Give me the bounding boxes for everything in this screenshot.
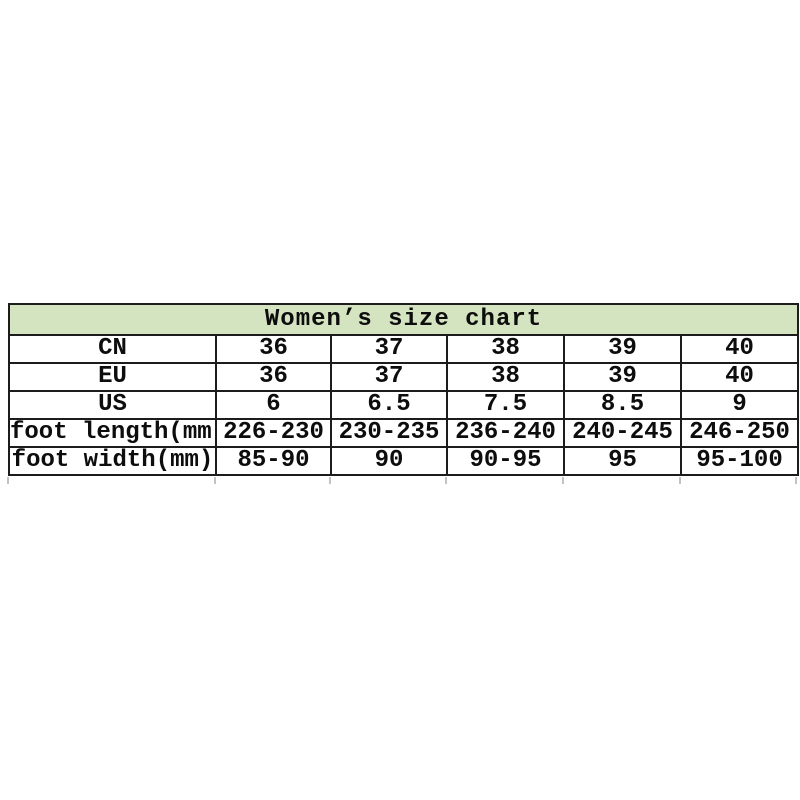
title-row: Women’s size chart <box>7 303 800 336</box>
gridline-stub <box>795 477 797 484</box>
table-row-eu: EU 36 37 38 39 40 <box>8 362 800 392</box>
gridline-stub <box>329 477 331 484</box>
table-cell: 37 <box>330 362 448 392</box>
table-cell: 38 <box>446 334 565 364</box>
table-row-foot-width: foot width(mm) 85-90 90 90-95 95 95-100 <box>8 446 800 476</box>
table-cell: 246-250 <box>679 418 800 448</box>
table-cell: 39 <box>563 362 682 392</box>
table-cell: 226-230 <box>215 418 332 448</box>
size-chart-table: Women’s size chart CN 36 37 38 39 40 EU … <box>7 303 800 476</box>
table-cell: 36 <box>215 362 332 392</box>
table-row-cn: CN 36 37 38 39 40 <box>8 334 800 364</box>
table-cell: 90 <box>330 446 448 476</box>
table-cell: 38 <box>446 362 565 392</box>
table-cell: 6.5 <box>330 390 448 420</box>
table-cell: 40 <box>679 334 800 364</box>
row-header-cell: foot width(mm) <box>8 446 217 476</box>
table-cell: 6 <box>215 390 332 420</box>
row-header-cell: foot length(mm) <box>8 418 217 448</box>
table-cell: 90-95 <box>446 446 565 476</box>
table-row-us: US 6 6.5 7.5 8.5 9 <box>8 390 800 420</box>
row-header-cell: EU <box>8 362 217 392</box>
row-header-cell: US <box>8 390 217 420</box>
table-cell: 36 <box>215 334 332 364</box>
table-cell: 8.5 <box>563 390 682 420</box>
row-header-cell: CN <box>8 334 217 364</box>
table-cell: 7.5 <box>446 390 565 420</box>
gridline-stub <box>445 477 447 484</box>
table-cell: 230-235 <box>330 418 448 448</box>
table-cell: 95-100 <box>679 446 800 476</box>
gridline-stub <box>214 477 216 484</box>
gridline-stub <box>7 477 9 484</box>
table-cell: 95 <box>563 446 682 476</box>
table-row-foot-length: foot length(mm) 226-230 230-235 236-240 … <box>8 418 800 448</box>
table-cell: 40 <box>679 362 800 392</box>
table-cell: 240-245 <box>563 418 682 448</box>
table-cell: 37 <box>330 334 448 364</box>
chart-title: Women’s size chart <box>7 303 800 336</box>
table-cell: 236-240 <box>446 418 565 448</box>
gridline-stub <box>679 477 681 484</box>
table-cell: 39 <box>563 334 682 364</box>
gridline-stub <box>562 477 564 484</box>
table-cell: 9 <box>679 390 800 420</box>
table-cell: 85-90 <box>215 446 332 476</box>
